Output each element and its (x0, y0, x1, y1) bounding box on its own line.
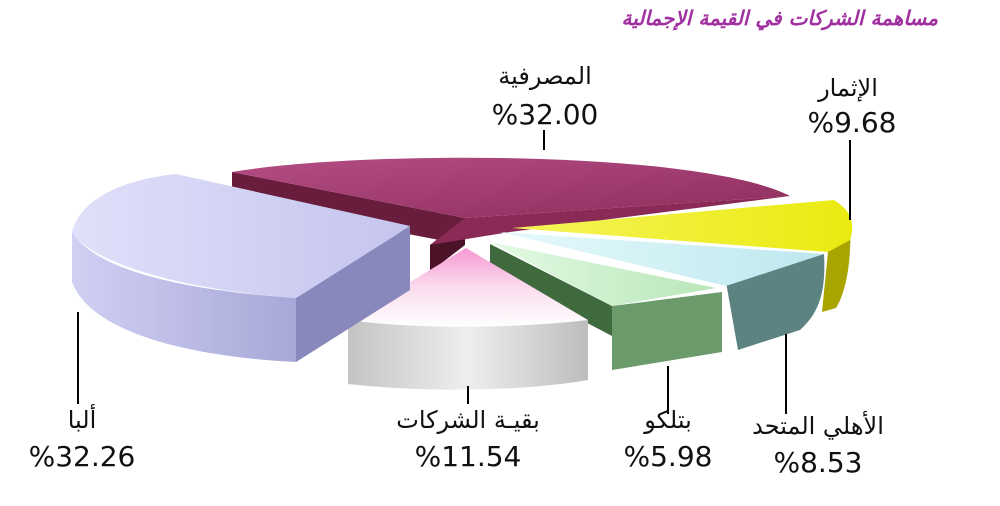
slice-ithmar (512, 200, 853, 312)
chart-title: مساهمة الشركات في القيمة الإجمالية (621, 6, 938, 30)
label-name-batelco: بتلكو (643, 406, 692, 434)
slice-rest (348, 248, 588, 390)
label-value-alba: %32.26 (29, 440, 136, 473)
label-name-rest: بقيـة الشركات (396, 406, 540, 434)
label-value-banking: %32.00 (492, 98, 599, 131)
label-value-batelco: %5.98 (624, 440, 713, 473)
leader-lines (77, 130, 851, 414)
slice-batelco (490, 242, 722, 370)
slice-ahli-united (500, 232, 825, 350)
slice-labels: المصرفية %32.00 الإثمار %9.68 الأهلي الم… (29, 62, 897, 479)
label-name-ithmar: الإثمار (817, 74, 878, 102)
label-name-ahli: الأهلي المتحد (752, 411, 884, 440)
label-value-ithmar: %9.68 (808, 106, 897, 139)
label-value-ahli: %8.53 (774, 446, 863, 479)
label-name-alba: ألبا (68, 404, 97, 434)
label-value-rest: %11.54 (415, 440, 522, 473)
slice-alba (72, 174, 410, 362)
label-name-banking: المصرفية (498, 62, 592, 90)
